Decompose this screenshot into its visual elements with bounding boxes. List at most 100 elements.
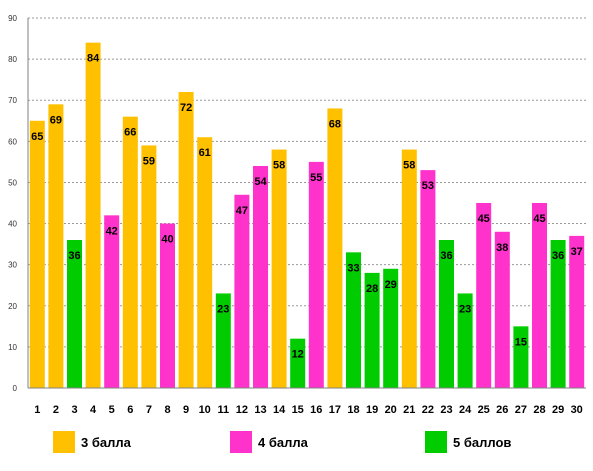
y-tick-label: 60 [8,137,17,146]
bar-26 [494,231,510,388]
data-label: 23 [217,303,229,315]
bar-9 [178,92,194,388]
x-tick-label: 9 [183,404,189,416]
data-label: 38 [496,242,508,254]
bar-14 [271,149,287,388]
bars: 65 69 36 84 42 66 59 40 72 61 23 47 54 58 12 55 68 33 28 29… [29,42,585,389]
data-label: 55 [310,172,322,184]
y-tick-label: 0 [13,384,18,393]
data-label: 40 [161,234,173,246]
bar-29 [550,240,566,388]
data-label: 45 [478,213,490,225]
y-tick-label: 70 [8,96,17,105]
bar-22 [420,170,436,388]
data-label: 58 [273,160,285,172]
legend-swatch-3 [53,431,75,453]
data-label: 59 [143,155,155,167]
data-label: 45 [533,213,545,225]
x-tick-label: 4 [90,404,97,416]
data-label: 29 [385,279,397,291]
x-tick-label: 26 [496,404,508,416]
bar-10 [197,137,213,388]
data-label: 36 [552,250,564,262]
bar-7 [141,145,157,388]
bar-16 [308,161,324,388]
bar-12 [234,194,250,388]
data-label: 42 [106,225,118,237]
x-tick-label: 13 [254,404,266,416]
legend-label-5: 5 баллов [453,435,511,450]
data-label: 58 [403,160,415,172]
x-tick-label: 30 [571,404,583,416]
data-label: 36 [440,250,452,262]
y-tick-label: 40 [8,220,17,229]
bar-24 [457,293,473,388]
x-tick-label: 19 [366,404,378,416]
x-tick-label: 6 [127,404,133,416]
legend-swatch-4 [230,431,252,453]
x-tick-label: 11 [217,404,229,416]
gridlines [28,17,586,389]
data-label: 37 [571,246,583,258]
data-label: 28 [366,283,378,295]
data-label: 33 [347,262,359,274]
x-tick-label: 28 [533,404,545,416]
bar-4 [85,42,101,389]
x-tick-label: 24 [459,404,472,416]
bar-23 [439,240,454,388]
y-tick-label: 90 [8,14,17,23]
bar-6 [122,116,138,389]
data-label: 66 [124,127,136,139]
x-tick-label: 1 [34,404,40,416]
x-tick-label: 23 [440,404,452,416]
bar-21 [401,149,417,388]
bar-17 [327,108,343,388]
x-tick-label: 5 [109,404,115,416]
data-label: 23 [459,303,471,315]
x-tick-label: 2 [53,404,59,416]
bar-15 [290,338,306,388]
data-label: 53 [422,180,434,192]
x-tick-label: 27 [515,404,527,416]
data-label: 36 [68,250,80,262]
data-label: 15 [515,336,527,348]
data-label: 54 [254,176,267,188]
x-tick-label: 17 [329,404,341,416]
legend-label-4: 4 балла [258,435,309,450]
x-tick-label: 3 [71,404,77,416]
x-tick-label: 10 [199,404,211,416]
legend: 3 балла 4 балла 5 баллов [53,431,511,453]
y-axis: 0 10 20 30 40 50 60 70 80 90 [8,14,29,393]
bar-11 [215,293,231,388]
bar-2 [48,104,64,388]
bar-8 [160,223,175,388]
x-tick-label: 7 [146,404,152,416]
x-tick-label: 14 [273,404,286,416]
y-tick-label: 20 [8,302,17,311]
bar-28 [532,203,547,388]
data-label: 61 [199,147,211,159]
x-tick-label: 15 [292,404,304,416]
y-tick-label: 30 [8,261,17,270]
legend-swatch-5 [425,431,447,453]
x-tick-label: 12 [236,404,248,416]
bar-13 [253,166,268,388]
bar-5 [104,215,120,388]
x-tick-label: 25 [478,404,490,416]
bar-19 [364,272,380,388]
bar-25 [476,203,492,388]
bar-3 [67,240,82,388]
data-label: 72 [180,102,192,114]
bar-18 [346,252,361,388]
bar-27 [513,326,529,388]
data-label: 68 [329,118,341,130]
y-tick-label: 80 [8,55,17,64]
x-tick-label: 22 [422,404,434,416]
x-tick-label: 8 [164,404,170,416]
data-label: 47 [236,205,248,217]
bar-30 [569,235,585,388]
y-tick-label: 50 [8,178,17,187]
x-tick-label: 20 [385,404,397,416]
bar-20 [383,268,399,388]
